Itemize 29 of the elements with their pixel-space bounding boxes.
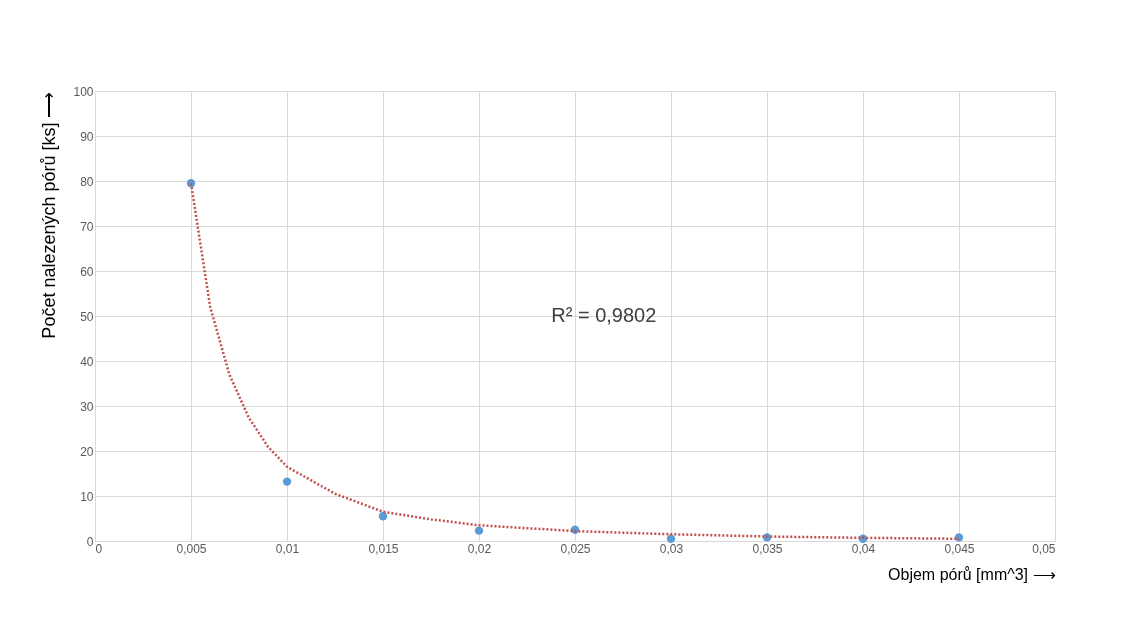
y-tick-label: 90 — [80, 129, 94, 144]
point — [666, 534, 676, 543]
point — [378, 512, 388, 521]
x-tick-label: 0,04 — [851, 541, 876, 556]
x-tick-label: 0,015 — [368, 541, 399, 556]
x-tick-label: 0,05 — [1032, 541, 1056, 556]
y-tick-label: 60 — [80, 264, 94, 279]
y-axis-title: Počet nalezených pórů [ks] ⟶ — [39, 91, 60, 339]
x-axis-title: Objem pórů [mm^3] ⟶ — [888, 565, 1056, 583]
point — [954, 533, 964, 542]
y-tick-label: 100 — [73, 84, 94, 99]
x-tick-label: 0,01 — [275, 541, 300, 556]
y-tick-label: 20 — [80, 444, 94, 459]
point — [186, 179, 196, 188]
x-tick-label: 0,02 — [467, 541, 492, 556]
x-tick-label: 0,005 — [176, 541, 207, 556]
y-tick-label: 50 — [80, 309, 94, 324]
x-tick-label: 0,025 — [560, 541, 591, 556]
y-tick-label: 70 — [80, 219, 94, 234]
annotation: R² = 0,9802 — [551, 304, 657, 326]
x-tick-label: 0,03 — [659, 541, 684, 556]
point — [474, 526, 484, 535]
y-tick-label: 30 — [80, 399, 94, 414]
y-tick-label: 10 — [80, 489, 94, 504]
y-tick-label: 40 — [80, 354, 94, 369]
x-tick-label: 0,045 — [944, 541, 975, 556]
x-tick-label: 0,035 — [752, 541, 783, 556]
y-tick-label: 80 — [80, 174, 94, 189]
point — [282, 477, 292, 486]
